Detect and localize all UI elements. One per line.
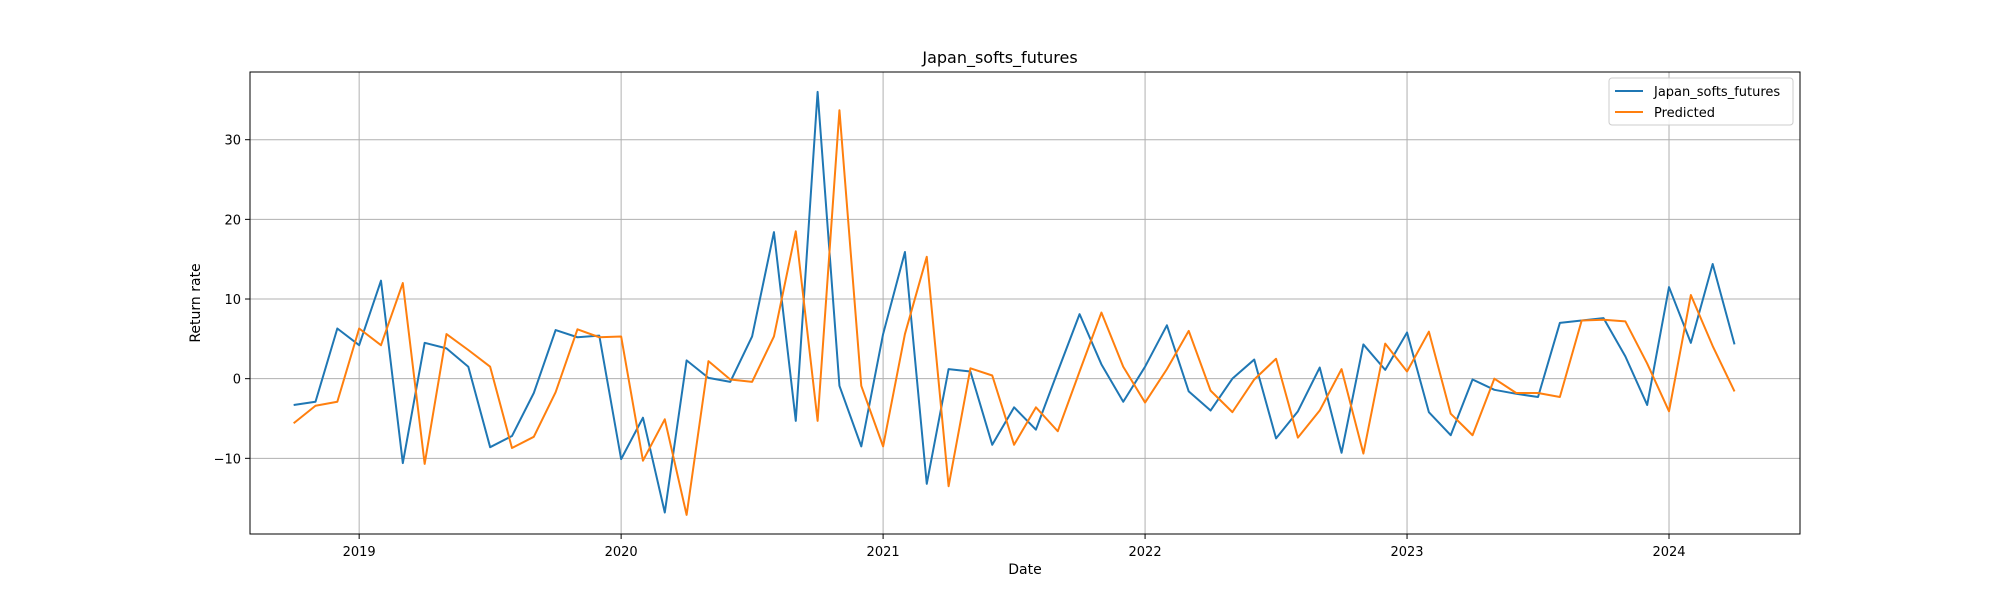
x-tick-label: 2020 bbox=[605, 545, 638, 560]
legend: Japan_softs_futures Predicted bbox=[1608, 77, 1794, 126]
y-tick-label: 10 bbox=[224, 293, 241, 308]
legend-label-actual: Japan_softs_futures bbox=[1653, 85, 1780, 100]
y-axis-label: Return rate bbox=[188, 263, 204, 342]
x-tick-label: 2023 bbox=[1390, 545, 1423, 560]
y-tick-label: 20 bbox=[224, 213, 241, 228]
grid bbox=[250, 72, 1800, 534]
chart-title: Japan_softs_futures bbox=[921, 48, 1077, 68]
legend-box bbox=[1608, 77, 1794, 126]
x-axis-label: Date bbox=[1008, 562, 1041, 578]
x-tick-label: 2019 bbox=[343, 545, 376, 560]
series-line-predicted bbox=[293, 109, 1736, 516]
y-tick-label: 30 bbox=[224, 134, 241, 149]
x-axis-ticks: 2019 2020 2021 2022 2023 2024 bbox=[343, 534, 1686, 560]
legend-label-predicted: Predicted bbox=[1654, 106, 1715, 121]
y-tick-label: 0 bbox=[233, 373, 241, 388]
x-tick-label: 2021 bbox=[867, 545, 900, 560]
x-tick-label: 2022 bbox=[1129, 545, 1162, 560]
series-lines bbox=[293, 90, 1736, 516]
plot-frame bbox=[249, 71, 1801, 535]
y-tick-label: −10 bbox=[214, 452, 241, 467]
y-axis-ticks: −10 0 10 20 30 bbox=[214, 134, 250, 467]
series-line-japan-softs-futures bbox=[293, 90, 1736, 514]
x-tick-label: 2024 bbox=[1652, 545, 1685, 560]
